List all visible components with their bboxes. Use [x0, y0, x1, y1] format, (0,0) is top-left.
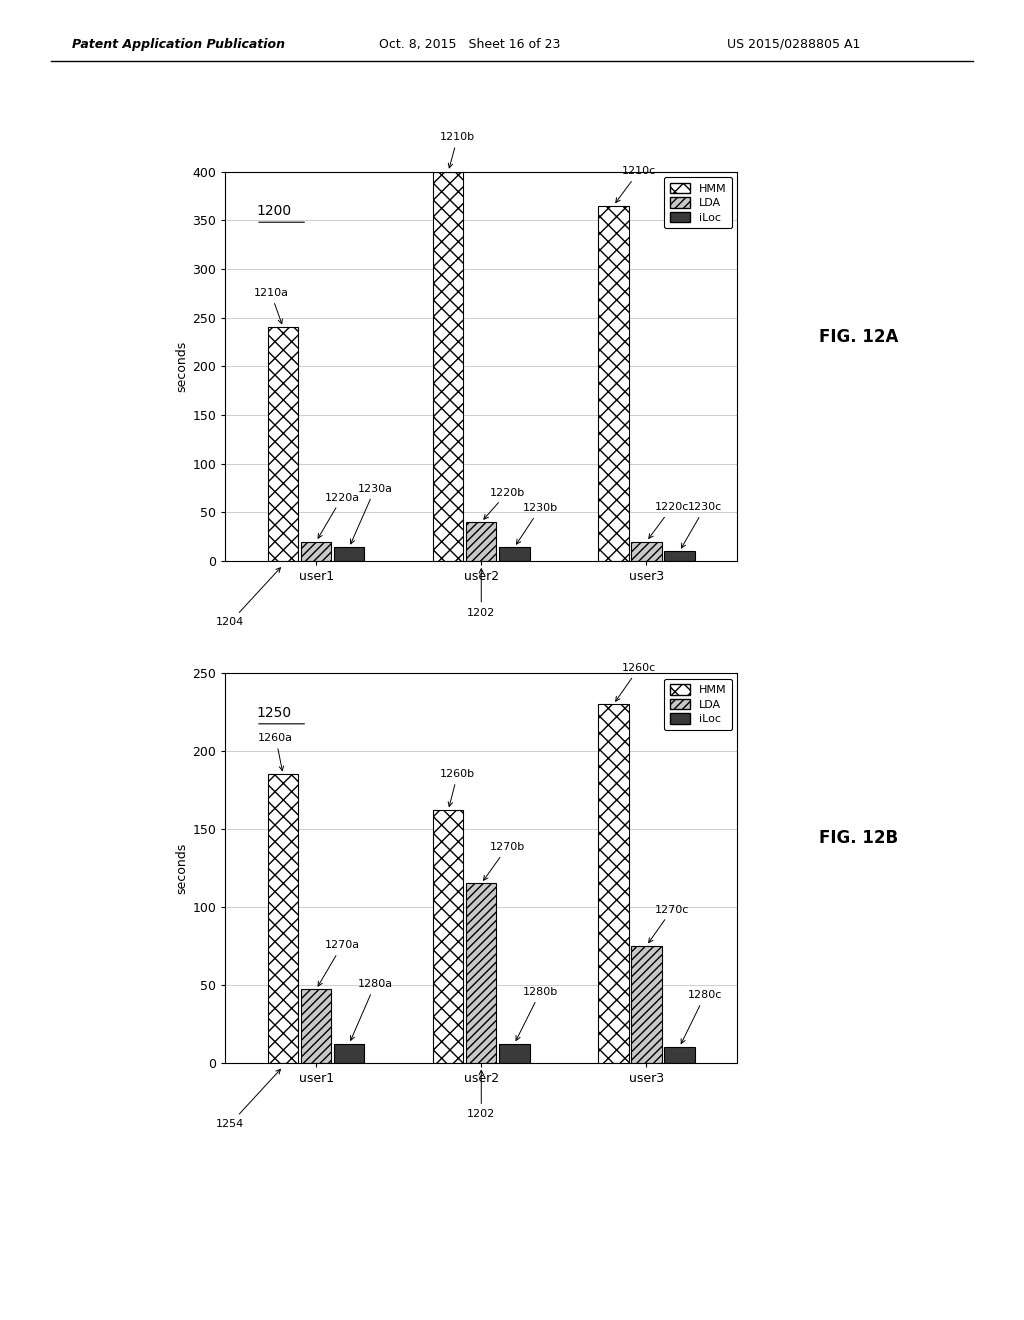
Text: US 2015/0288805 A1: US 2015/0288805 A1: [727, 37, 860, 50]
Text: 1204: 1204: [216, 568, 281, 627]
Text: 1230b: 1230b: [516, 503, 558, 544]
Text: 1230c: 1230c: [681, 503, 722, 548]
Text: Patent Application Publication: Patent Application Publication: [72, 37, 285, 50]
Y-axis label: seconds: seconds: [175, 341, 188, 392]
Bar: [499, 1044, 529, 1063]
Bar: [334, 548, 365, 561]
Bar: [499, 548, 529, 561]
Text: 1210b: 1210b: [440, 132, 475, 168]
Text: 1220b: 1220b: [483, 487, 524, 519]
Y-axis label: seconds: seconds: [175, 842, 188, 894]
Text: 1260c: 1260c: [615, 663, 656, 701]
Bar: [301, 541, 332, 561]
Bar: [665, 1047, 694, 1063]
Bar: [631, 945, 662, 1063]
Bar: [598, 206, 629, 561]
Text: 1280c: 1280c: [681, 990, 722, 1044]
Bar: [665, 552, 694, 561]
Text: 1250: 1250: [256, 706, 291, 719]
Text: 1270a: 1270a: [318, 940, 359, 986]
Text: 1260a: 1260a: [258, 734, 293, 771]
Text: 1220c: 1220c: [649, 503, 689, 539]
Text: 1202: 1202: [467, 1071, 496, 1119]
Text: 1200: 1200: [256, 205, 291, 218]
Bar: [433, 810, 464, 1063]
Legend: HMM, LDA, iLoc: HMM, LDA, iLoc: [665, 678, 732, 730]
Text: 1210a: 1210a: [253, 288, 289, 323]
Text: 1270c: 1270c: [648, 904, 689, 942]
Text: FIG. 12B: FIG. 12B: [819, 829, 898, 847]
Text: 1230a: 1230a: [350, 484, 392, 544]
Bar: [268, 327, 298, 561]
Text: 1210c: 1210c: [615, 166, 656, 202]
Text: 1254: 1254: [216, 1069, 281, 1129]
Text: 1202: 1202: [467, 569, 496, 618]
Text: 1220a: 1220a: [318, 492, 359, 539]
Text: 1280a: 1280a: [350, 979, 392, 1040]
Bar: [334, 1044, 365, 1063]
Bar: [466, 523, 497, 561]
Text: 1270b: 1270b: [483, 842, 524, 880]
Text: FIG. 12A: FIG. 12A: [819, 327, 899, 346]
Text: Oct. 8, 2015   Sheet 16 of 23: Oct. 8, 2015 Sheet 16 of 23: [379, 37, 560, 50]
Legend: HMM, LDA, iLoc: HMM, LDA, iLoc: [665, 177, 732, 228]
Text: 1260b: 1260b: [440, 770, 475, 807]
Bar: [433, 172, 464, 561]
Bar: [466, 883, 497, 1063]
Text: 1280b: 1280b: [516, 987, 558, 1040]
Bar: [301, 990, 332, 1063]
Bar: [268, 775, 298, 1063]
Bar: [631, 541, 662, 561]
Bar: [598, 705, 629, 1063]
